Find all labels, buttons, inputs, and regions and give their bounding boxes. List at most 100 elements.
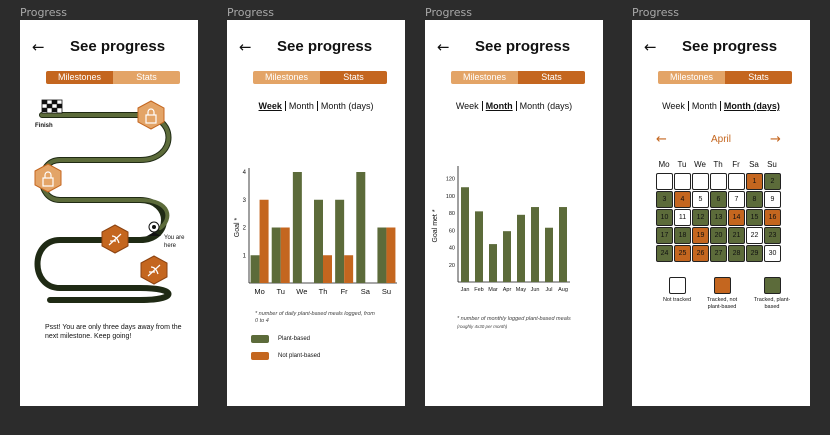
calendar-day[interactable]: 21 [728,227,745,244]
calendar-day[interactable]: 15 [746,209,763,226]
calendar-day[interactable]: 3 [656,191,673,208]
x-tick-label: Apr [503,287,512,293]
calendar-day[interactable]: 25 [674,245,691,262]
range-month[interactable]: Month [687,101,720,111]
bar [475,211,483,282]
x-tick-label: Feb [474,287,483,293]
x-tick-label: Jun [531,287,540,293]
page-title: See progress [70,38,166,55]
calendar-day[interactable]: 6 [710,191,727,208]
chart-footnote-main: * number of monthly logged plant-based m… [457,316,571,322]
page-title: See progress [277,38,373,55]
range-month-days[interactable]: Month (days) [515,101,576,111]
calendar-day[interactable]: 24 [656,245,673,262]
bar [280,227,290,283]
tab-stats[interactable]: Stats [113,71,180,84]
back-arrow-icon[interactable]: ← [644,38,657,56]
calendar-empty-cell [692,173,709,190]
tab-milestones[interactable]: Milestones [658,71,725,84]
calendar-day[interactable]: 11 [674,209,691,226]
tab-stats[interactable]: Stats [725,71,792,84]
bar [259,199,269,283]
x-tick-label: Sa [361,287,371,296]
y-tick-label: 4 [243,170,247,176]
calendar-day[interactable]: 27 [710,245,727,262]
month-label: April [710,134,731,145]
calendar-day[interactable]: 29 [746,245,763,262]
next-month-arrow-icon[interactable]: → [770,132,781,147]
month-navigator: ← April → [632,133,810,147]
calendar-day[interactable]: 14 [728,209,745,226]
stats-month-screen: ← See progress Milestones Stats Week Mon… [425,20,603,406]
bar [559,207,567,282]
y-tick-label: 2 [243,226,247,232]
range-month[interactable]: Month [481,101,516,111]
milestones-screen: ← See progress Milestones Stats [20,20,198,406]
previous-month-arrow-icon[interactable]: ← [656,132,667,147]
calendar-day[interactable]: 13 [710,209,727,226]
calendar-empty-cell [710,173,727,190]
calendar-day[interactable]: 10 [656,209,673,226]
key-label: Tracked, plant-based [753,297,791,310]
back-arrow-icon[interactable]: ← [32,38,45,56]
lock-milestone-icon [34,163,62,193]
calendar-day[interactable]: 22 [746,227,763,244]
back-arrow-icon[interactable]: ← [239,38,252,56]
weekday-header: Mo Tu We Th Fr Sa Su [655,160,781,169]
range-week[interactable]: Week [662,101,685,111]
calendar-day[interactable]: 2 [764,173,781,190]
y-tick-label: 80 [449,211,455,217]
segmented-control: Milestones Stats [253,71,387,84]
calendar-day[interactable]: 4 [674,191,691,208]
x-tick-label: Mo [254,287,264,296]
calendar-day[interactable]: 12 [692,209,709,226]
calendar-day[interactable]: 7 [728,191,745,208]
key-not-tracked: Not tracked [662,277,692,304]
calendar-day[interactable]: 30 [764,245,781,262]
achieved-milestone-icon [101,224,129,254]
frame-label: Progress [425,6,472,19]
frame-label: Progress [20,6,67,19]
range-month[interactable]: Month [284,101,317,111]
calendar-day[interactable]: 17 [656,227,673,244]
stats-calendar-screen: ← See progress Milestones Stats Week Mon… [632,20,810,406]
header: ← See progress [425,38,603,58]
calendar-day[interactable]: 5 [692,191,709,208]
x-tick-label: Su [382,287,391,296]
calendar-day[interactable]: 9 [764,191,781,208]
page-title: See progress [682,38,778,55]
calendar-day[interactable]: 28 [728,245,745,262]
weekday-label: Su [767,160,777,169]
calendar-day[interactable]: 8 [746,191,763,208]
y-tick-label: 3 [243,198,247,204]
calendar-day[interactable]: 20 [710,227,727,244]
bar [344,255,354,283]
calendar-day[interactable]: 1 [746,173,763,190]
finish-label: Finish [35,123,53,129]
calendar-day[interactable]: 26 [692,245,709,262]
calendar-day[interactable]: 19 [692,227,709,244]
legend-label: Plant-based [278,336,311,342]
lock-milestone-icon [137,100,165,130]
monthly-bar-chart: 20 40 60 80 100 120 Goal met * Jan Feb Mar Apr May J… [432,166,570,293]
range-selector: Week Month Month (days) [227,101,405,111]
range-week[interactable]: Week [258,101,282,111]
calendar-day[interactable]: 23 [764,227,781,244]
range-month-days[interactable]: Month (days) [719,101,783,111]
legend-not-plant-based: Not plant-based [251,352,320,360]
tab-milestones[interactable]: Milestones [46,71,113,84]
key-swatch-green [763,277,781,294]
tab-stats[interactable]: Stats [518,71,585,84]
range-month-days[interactable]: Month (days) [316,101,377,111]
range-week[interactable]: Week [455,101,479,111]
bar [271,227,281,283]
tab-milestones[interactable]: Milestones [451,71,518,84]
back-arrow-icon[interactable]: ← [437,38,450,56]
tab-stats[interactable]: Stats [320,71,387,84]
x-tick-label: Jan [461,287,470,293]
calendar-day[interactable]: 16 [764,209,781,226]
weekday-label: Tu [677,160,687,169]
chart-footnote-sub: (roughly 4x30 per month) [457,324,508,329]
calendar-day[interactable]: 18 [674,227,691,244]
tab-milestones[interactable]: Milestones [253,71,320,84]
